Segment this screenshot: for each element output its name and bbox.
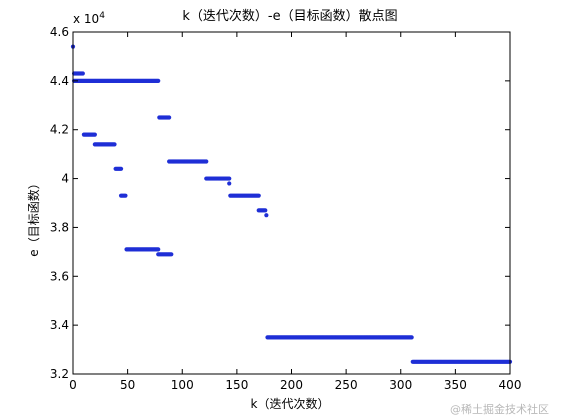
- data-points: [70, 44, 513, 364]
- x-tick-label: 200: [280, 378, 303, 392]
- x-tick-label: 50: [120, 378, 135, 392]
- chart-title: k（迭代次数）-e（目标函数）散点图: [182, 8, 397, 24]
- data-point: [167, 115, 172, 120]
- data-point: [156, 78, 161, 83]
- x-tick-label: 150: [225, 378, 248, 392]
- data-point: [409, 335, 414, 340]
- data-point: [256, 193, 261, 198]
- y-tick-label: 4.6: [50, 25, 69, 39]
- data-point: [169, 252, 174, 257]
- data-point: [118, 166, 124, 171]
- y-tick-label: 4.2: [50, 123, 69, 137]
- x-axis-label: k（迭代次数）: [251, 396, 330, 411]
- watermark: @稀土掘金技术社区: [450, 402, 549, 416]
- x-tick-label: 350: [444, 378, 467, 392]
- data-point: [263, 208, 268, 213]
- data-point: [204, 159, 209, 164]
- y-tick-label: 3.2: [50, 367, 69, 381]
- data-point: [227, 176, 232, 181]
- data-point: [80, 71, 85, 76]
- data-point: [227, 181, 232, 186]
- axes-box: [72, 31, 511, 375]
- x-tick-label: 300: [389, 378, 412, 392]
- y-ticks: 3.2 3.4 3.6 3.8 4 4.2 4.4 4.6: [50, 25, 510, 381]
- data-point: [123, 193, 128, 198]
- y-multiplier: x 104: [73, 11, 105, 26]
- data-point: [156, 247, 161, 252]
- y-tick-label: 4.4: [50, 74, 69, 88]
- y-tick-label: 4: [61, 172, 69, 186]
- x-ticks: 0 50 100 150 200 250 300 350 400: [69, 32, 521, 392]
- x-tick-label: 100: [171, 378, 194, 392]
- y-axis-label: e（目标函数）: [26, 177, 41, 256]
- y-tick-label: 3.8: [50, 220, 69, 234]
- data-point: [92, 132, 97, 137]
- y-tick-label: 3.4: [50, 318, 69, 332]
- data-point: [112, 142, 117, 147]
- y-tick-label: 3.6: [50, 269, 69, 283]
- data-point: [264, 213, 269, 218]
- x-tick-label: 0: [69, 378, 77, 392]
- x-tick-label: 250: [335, 378, 358, 392]
- x-tick-label: 400: [499, 378, 522, 392]
